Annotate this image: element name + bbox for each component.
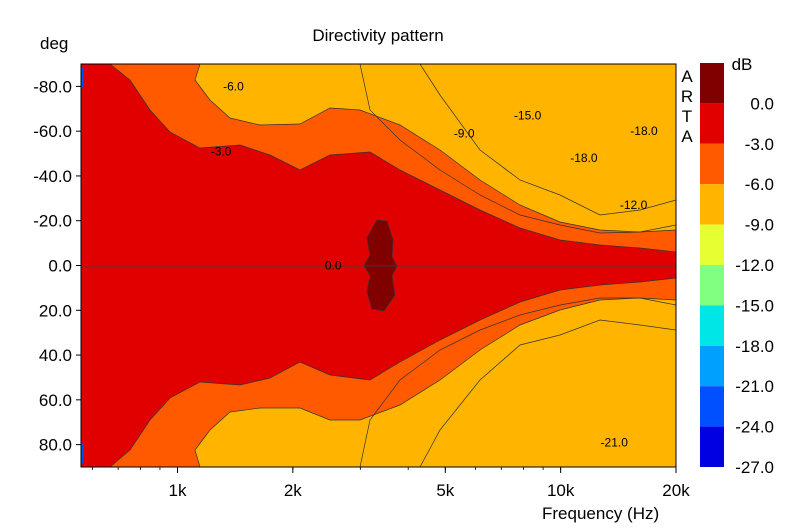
y-tick-label: -80.0 (33, 77, 72, 96)
y-axis-ticks: -80.0 -60.0 -40.0 -20.0 0.0 20.0 40.0 60.0 80.0 (33, 77, 81, 455)
x-axis-label: Frequency (Hz) (542, 504, 659, 523)
contour-label: -12.0 (620, 198, 648, 212)
contour-label: -21.0 (601, 435, 629, 449)
watermark-letter: T (682, 107, 692, 126)
colorbar-level-label: 0.0 (750, 94, 774, 113)
colorbar-level-label: -18.0 (735, 337, 774, 356)
watermark-letter: A (681, 67, 693, 86)
colorbar-level-label: -15.0 (735, 296, 774, 315)
y-tick-label: 40.0 (39, 346, 72, 365)
colorbar-level-label: -21.0 (735, 377, 774, 396)
y-tick-label: 20.0 (39, 301, 72, 320)
x-tick-label: 5k (436, 481, 454, 500)
colorbar-level-label: -9.0 (745, 216, 774, 235)
y-axis-label: deg (40, 34, 68, 53)
watermark-letter: A (681, 127, 693, 146)
colorbar-level-label: -6.0 (745, 175, 774, 194)
colorbar-swatch (700, 224, 724, 265)
watermark-letter: R (681, 87, 693, 106)
colorbar-unit: dB (732, 55, 753, 74)
colorbar-swatch (700, 386, 724, 427)
colorbar-level-label: -27.0 (735, 458, 774, 477)
contour-label: 0.0 (325, 259, 342, 273)
colorbar-swatch (700, 63, 724, 104)
band-zero (364, 220, 397, 311)
colorbar-swatch (700, 426, 724, 467)
band-minus-9 (190, 64, 676, 467)
colorbar-level-label: -12.0 (735, 256, 774, 275)
colorbar-swatch (700, 305, 724, 346)
colorbar-swatch (700, 345, 724, 387)
colorbar-swatch (700, 265, 724, 306)
y-tick-label: -40.0 (33, 167, 72, 186)
x-tick-label: 20k (662, 481, 690, 500)
contour-label: -3.0 (211, 144, 232, 158)
contour-label: -9.0 (454, 126, 475, 140)
colorbar-level-label: -24.0 (735, 418, 774, 437)
y-tick-label: 80.0 (39, 436, 72, 455)
colorbar-swatches (700, 63, 724, 467)
x-tick-label: 1k (169, 481, 187, 500)
y-tick-label: 60.0 (39, 391, 72, 410)
chart-title: Directivity pattern (312, 26, 443, 45)
contour-label: -15.0 (514, 108, 542, 122)
y-tick-label: 0.0 (48, 257, 72, 276)
y-tick-label: -60.0 (33, 122, 72, 141)
contour-label: -6.0 (223, 79, 244, 93)
colorbar-level-label: -3.0 (745, 135, 774, 154)
x-tick-label: 10k (547, 481, 575, 500)
contour-labels: -6.0 -3.0 -15.0 -9.0 -18.0 -18.0 -12.0 0.0 -21.0 (211, 79, 658, 449)
colorbar-labels: 0.0 -3.0 -6.0 -9.0 -12.0 -15.0 -18.0 -21.0 -24.0… (735, 94, 774, 477)
contour-label: -18.0 (630, 124, 658, 138)
colorbar: dB 0.0 -3.0 -6.0 -9.0 -12.0 -15.0 -18.0 -21.0 -2… (700, 55, 774, 477)
contour-lines (81, 64, 676, 467)
plot-area (81, 64, 676, 467)
x-axis-ticks: 1k 2k 5k 10k 20k (92, 467, 690, 500)
contour-label: -18.0 (570, 151, 598, 165)
x-tick-label: 2k (284, 481, 302, 500)
colorbar-swatch (700, 103, 724, 144)
colorbar-swatch (700, 184, 724, 225)
colorbar-swatch (700, 143, 724, 185)
y-tick-label: -20.0 (33, 212, 72, 231)
